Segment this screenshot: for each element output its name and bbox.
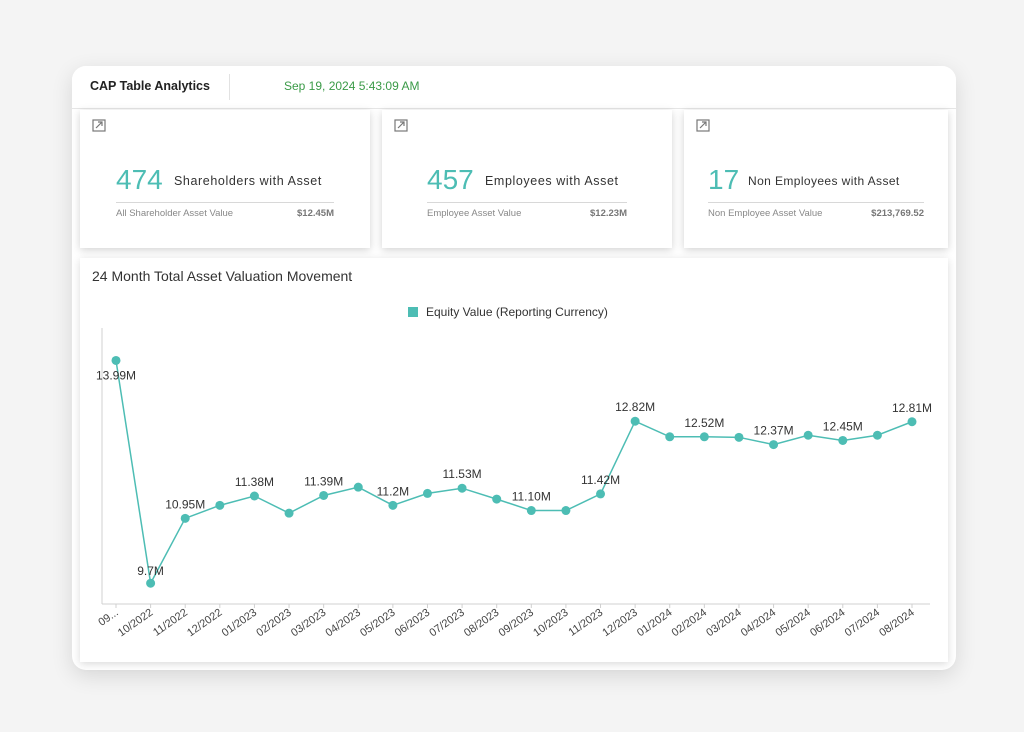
data-point[interactable] [769, 440, 779, 450]
data-label: 11.10M [512, 490, 551, 504]
x-tick-label: 07/2024 [843, 607, 882, 640]
shareholders-sub-value: $12.45M [297, 208, 334, 219]
expand-icon[interactable] [394, 119, 408, 132]
shareholders-card: 474 Shareholders with Asset All Sharehol… [80, 110, 370, 248]
shareholders-count: 474 [116, 164, 163, 195]
data-point[interactable] [596, 489, 606, 499]
x-tick-label: 01/2023 [220, 607, 259, 640]
data-label: 10.95M [165, 497, 205, 511]
employees-count: 457 [427, 164, 474, 195]
non-employees-sub-label: Non Employee Asset Value [708, 208, 823, 219]
x-tick-label: 11/2022 [151, 607, 190, 639]
expand-icon[interactable] [92, 119, 106, 132]
x-tick-label: 09... [96, 607, 120, 629]
data-point[interactable] [146, 578, 156, 588]
valuation-line-chart: Equity Value (Reporting Currency) 13.99M… [96, 305, 932, 640]
expand-icon[interactable] [696, 119, 710, 132]
data-point[interactable] [249, 491, 259, 501]
x-tick-label: 08/2023 [462, 607, 501, 640]
x-tick-label: 09/2023 [497, 607, 536, 640]
data-point[interactable] [284, 508, 294, 518]
employees-sub-label: Employee Asset Value [427, 208, 522, 219]
chart-panel: 24 Month Total Asset Valuation Movement … [80, 258, 948, 662]
card-divider [708, 202, 924, 203]
x-tick-label: 02/2024 [670, 607, 709, 640]
x-tick-label: 07/2023 [427, 607, 466, 640]
x-tick-label: 12/2023 [600, 607, 639, 640]
data-point[interactable] [353, 482, 363, 492]
data-label: 12.81M [892, 401, 932, 415]
data-label: 11.39M [304, 474, 343, 488]
chart-title: 24 Month Total Asset Valuation Movement [92, 268, 353, 284]
data-point[interactable] [630, 416, 640, 426]
data-point[interactable] [457, 483, 467, 493]
x-tick-label: 04/2023 [324, 607, 363, 640]
x-tick-label: 05/2024 [773, 607, 812, 640]
employees-sub-value: $12.23M [590, 208, 627, 219]
timestamp: Sep 19, 2024 5:43:09 AM [284, 79, 420, 93]
x-tick-label: 06/2023 [393, 607, 432, 640]
data-label: 12.45M [823, 419, 863, 433]
non-employees-label: Non Employees with Asset [748, 174, 900, 188]
data-label: 12.82M [615, 400, 655, 414]
data-point[interactable] [665, 432, 675, 442]
data-point[interactable] [872, 430, 882, 440]
header-divider [229, 74, 230, 100]
data-label: 11.2M [377, 484, 409, 498]
data-point[interactable] [907, 417, 917, 427]
data-label: 12.52M [684, 416, 724, 430]
x-tick-label: 10/2023 [531, 607, 570, 640]
data-point[interactable] [803, 430, 813, 440]
x-tick-label: 05/2023 [358, 607, 397, 640]
data-label: 11.38M [235, 475, 274, 489]
data-point[interactable] [561, 506, 571, 516]
x-tick-label: 04/2024 [739, 607, 778, 640]
x-tick-label: 06/2024 [808, 607, 847, 640]
card-divider [427, 202, 627, 203]
card-divider [116, 202, 334, 203]
data-point[interactable] [111, 355, 121, 365]
non-employees-card: 17 Non Employees with Asset Non Employee… [684, 110, 948, 248]
data-point[interactable] [180, 513, 190, 523]
series-line [115, 360, 913, 586]
x-tick-label: 11/2023 [566, 607, 605, 639]
data-label: 12.37M [754, 424, 794, 438]
x-tick-label: 03/2023 [289, 607, 328, 640]
x-tick-label: 02/2023 [254, 607, 293, 640]
data-point[interactable] [734, 432, 744, 442]
data-point[interactable] [319, 490, 329, 500]
data-label: 9.7M [137, 564, 164, 578]
data-point[interactable] [526, 506, 536, 516]
employees-label: Employees with Asset [485, 174, 619, 188]
data-label: 13.99M [96, 368, 136, 382]
x-tick-label: 01/2024 [635, 607, 674, 640]
data-point[interactable] [492, 494, 502, 504]
data-point[interactable] [422, 488, 432, 498]
shareholders-sub-label: All Shareholder Asset Value [116, 208, 234, 219]
top-bar: CAP Table Analytics Sep 19, 2024 5:43:09… [72, 66, 956, 109]
data-label: 11.42M [581, 473, 620, 487]
x-tick-label: 10/2022 [116, 607, 155, 640]
data-point[interactable] [215, 500, 225, 510]
x-tick-label: 08/2024 [877, 607, 916, 640]
non-employees-count: 17 [708, 164, 740, 195]
employees-card: 457 Employees with Asset Employee Asset … [382, 110, 672, 248]
data-point[interactable] [699, 432, 709, 442]
data-point[interactable] [388, 500, 398, 510]
app-title: CAP Table Analytics [90, 79, 210, 93]
x-tick-label: 12/2022 [185, 607, 224, 640]
data-label: 11.53M [443, 467, 482, 481]
x-tick-label: 03/2024 [704, 607, 743, 640]
legend-swatch [408, 307, 418, 317]
non-employees-sub-value: $213,769.52 [871, 208, 924, 219]
shareholders-label: Shareholders with Asset [174, 174, 322, 188]
data-point[interactable] [838, 435, 848, 445]
legend-label[interactable]: Equity Value (Reporting Currency) [426, 305, 608, 319]
